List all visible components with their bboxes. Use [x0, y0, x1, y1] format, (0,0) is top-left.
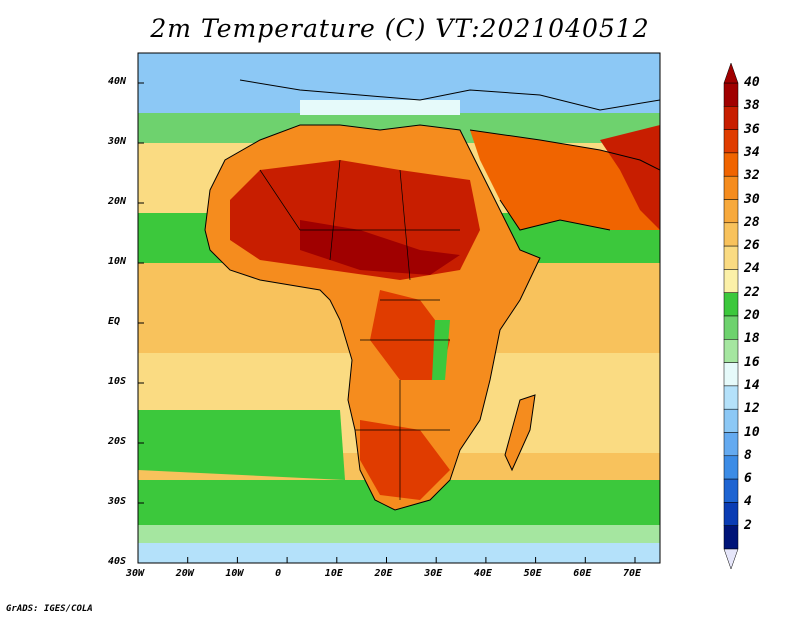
colorbar-box: [723, 106, 739, 130]
lat-label: 40S: [108, 556, 127, 567]
colorbar-label: 26: [744, 238, 760, 254]
colorbar-label: 22: [744, 284, 760, 300]
credit-text: GrADS: IGES/COLA: [6, 604, 93, 614]
colorbar-label: 34: [744, 144, 760, 160]
lon-label: 20E: [374, 568, 393, 579]
colorbar-box: [723, 269, 739, 293]
lat-label: 10S: [108, 376, 127, 387]
lat-label: 30S: [108, 496, 127, 507]
colorbar-label: 40: [744, 75, 760, 90]
lon-label: 70E: [623, 568, 642, 579]
colorbar-box: [723, 152, 739, 177]
colorbar-box: [723, 175, 739, 200]
colorbar-box: [723, 432, 739, 457]
central-africa-hot: [370, 290, 450, 380]
lon-label: 30E: [424, 568, 443, 579]
madagascar-coastline: [504, 394, 536, 472]
colorbar-label: 18: [744, 331, 760, 347]
europe-land: [240, 53, 660, 110]
lat-label: 10N: [108, 256, 127, 267]
colorbar-label: 4: [744, 494, 752, 510]
map-frame: [137, 52, 661, 564]
colorbar-label: 2: [744, 517, 752, 533]
map-fill-layer: [138, 53, 660, 563]
colorbar-box: [723, 478, 739, 503]
lon-label: 30W: [126, 568, 145, 579]
hottest-zone: [300, 220, 460, 275]
colorbar-bottom-arrow: [723, 548, 739, 570]
colorbar-top-arrow: [723, 62, 739, 84]
colorbar-box: [723, 82, 739, 107]
colorbar-label: 8: [744, 447, 752, 463]
colorbar-box: [723, 455, 739, 480]
colorbar-label: 10: [744, 424, 760, 440]
colorbar-box: [723, 408, 739, 433]
colorbar-label: 16: [744, 354, 760, 370]
colorbar-label: 32: [744, 168, 760, 184]
lon-label: 40E: [473, 568, 492, 579]
colorbar-box: [723, 525, 739, 550]
colorbar-label: 24: [744, 261, 760, 277]
colorbar-box: [723, 385, 739, 410]
colorbar-box: [723, 222, 739, 247]
map-title: 2m Temperature (C) VT:2021040512: [150, 14, 650, 43]
africa-coastline: [204, 124, 541, 511]
lon-label: 20W: [175, 568, 194, 579]
lon-label: 60E: [573, 568, 592, 579]
lon-label: 10W: [225, 568, 244, 579]
colorbar-label: 36: [744, 121, 760, 137]
arabia-coastline: [469, 129, 660, 231]
colorbar-box: [723, 129, 739, 154]
colorbar-boxes: [723, 62, 739, 570]
country-borders: [259, 159, 460, 500]
colorbar-box: [723, 339, 739, 363]
colorbar-label: 20: [744, 308, 760, 323]
lon-label: 10E: [324, 568, 343, 579]
south-asia-hot: [600, 125, 660, 230]
colorbar-box: [723, 362, 739, 387]
colorbar-label: 28: [744, 214, 760, 230]
lat-label: 20S: [108, 436, 127, 447]
colorbar-box: [723, 292, 739, 317]
madagascar-land: [505, 395, 535, 470]
southern-cold-band: [138, 543, 660, 563]
colorbar-label: 6: [744, 471, 752, 487]
lat-label: 20N: [108, 196, 127, 207]
southern-light-band: [138, 525, 660, 543]
axis-ticks: [137, 82, 636, 564]
lat-label: 40N: [108, 76, 127, 87]
europe-coastline: [239, 79, 660, 111]
great-lakes-green: [432, 320, 450, 380]
mediterranean-sea: [300, 100, 460, 115]
colorbar-box: [723, 245, 739, 270]
colorbar-box: [723, 199, 739, 224]
colorbar-label: 30: [744, 191, 760, 207]
colorbar-label: 12: [744, 401, 760, 417]
colorbar-label: 38: [744, 98, 760, 114]
colorbar-box: [723, 315, 739, 340]
colorbar-label: 14: [744, 377, 760, 393]
colorbar-box: [723, 502, 739, 526]
southern-africa-hot: [360, 420, 450, 500]
lon-label: 50E: [523, 568, 542, 579]
lat-label: EQ: [108, 316, 121, 327]
south-atlantic-green: [138, 410, 345, 480]
lon-label: 0: [275, 568, 282, 579]
lat-label: 30N: [108, 136, 127, 147]
